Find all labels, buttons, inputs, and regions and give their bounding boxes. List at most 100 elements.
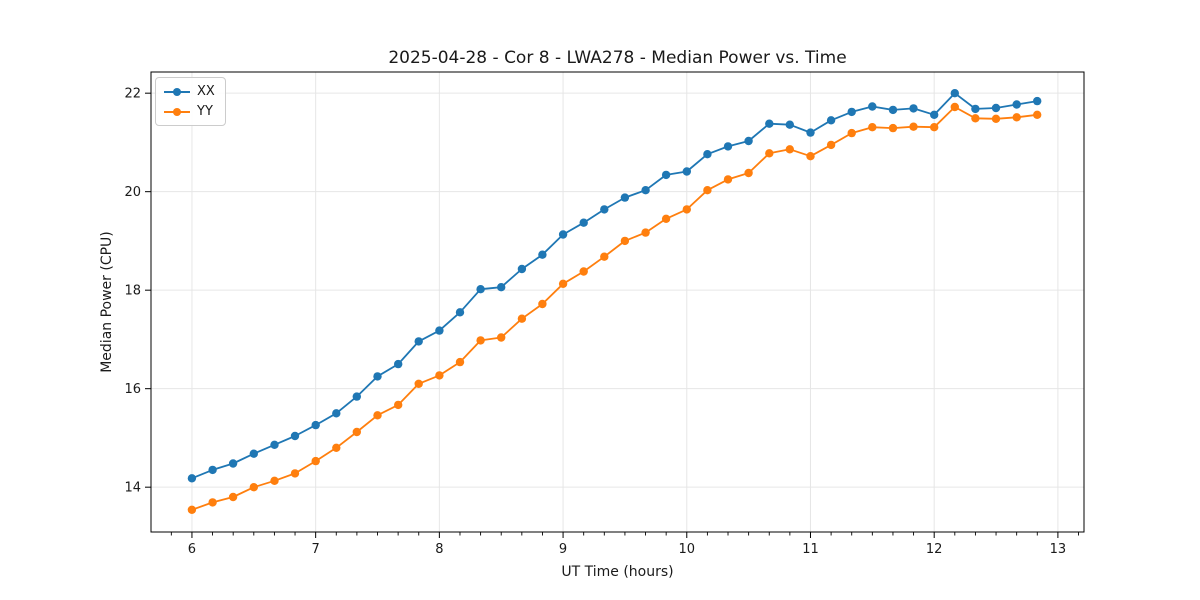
series-yy-marker: [641, 228, 650, 237]
series-yy-marker: [765, 149, 774, 158]
series-xx-marker: [620, 193, 630, 202]
series-yy-marker: [847, 128, 856, 138]
legend-dot-icon: [173, 87, 181, 96]
series-yy-marker: [311, 456, 320, 466]
series-xx-marker: [249, 449, 258, 458]
series-xx-marker: [414, 337, 423, 346]
series-xx-marker: [1012, 100, 1021, 109]
series-xx-marker: [826, 116, 836, 125]
y-axis-label: Median Power (CPU): [99, 231, 115, 373]
series-xx-marker: [579, 218, 588, 227]
y-tick-label: 20: [124, 185, 141, 200]
series-xx-marker: [950, 89, 959, 98]
series-xx-marker: [455, 308, 465, 317]
legend-item-xx: XX: [164, 83, 215, 100]
series-xx-marker: [270, 440, 279, 449]
series-yy-marker: [909, 122, 918, 131]
series-yy-marker: [703, 186, 712, 195]
series-xx-marker: [600, 205, 609, 214]
series-yy-marker: [579, 267, 588, 276]
series-yy-marker: [270, 476, 279, 485]
x-tick-label: 8: [435, 542, 443, 557]
series-yy-marker: [476, 336, 485, 345]
series-yy-marker: [600, 252, 609, 261]
series-yy-marker: [187, 505, 197, 514]
series-xx-marker: [888, 105, 898, 115]
series-xx-marker: [991, 103, 1001, 113]
series-yy-marker: [538, 299, 547, 309]
series-xx-marker: [187, 474, 197, 483]
y-tick-label: 22: [124, 87, 141, 102]
series-xx-marker: [435, 326, 444, 335]
series-xx-marker: [930, 110, 939, 120]
y-tick-label: 18: [124, 284, 141, 299]
series-yy-marker: [723, 175, 733, 184]
series-xx-marker: [723, 142, 733, 151]
series-yy-marker: [352, 427, 361, 437]
series-xx-marker: [744, 136, 753, 146]
series-yy-marker: [971, 114, 980, 123]
series-xx-marker: [806, 128, 815, 137]
series-xx-marker: [497, 283, 506, 292]
series-yy-marker: [868, 123, 877, 132]
series-yy-marker: [826, 140, 836, 150]
legend-item-yy: YY: [164, 103, 215, 120]
plot-frame: [150, 71, 1085, 533]
y-tick-label: 14: [124, 481, 141, 496]
legend: XX YY: [155, 77, 226, 126]
series-yy-marker: [950, 102, 959, 112]
legend-label-xx: XX: [197, 84, 215, 99]
series-yy-marker: [785, 145, 794, 154]
series-yy-marker: [558, 279, 568, 288]
series-yy-marker: [290, 469, 300, 478]
series-xx-marker: [847, 107, 856, 117]
series-xx-marker: [476, 285, 485, 294]
x-tick-label: 7: [312, 542, 320, 557]
series-xx-marker: [290, 431, 300, 441]
series-yy-marker: [930, 123, 939, 132]
series-yy-marker: [620, 236, 630, 246]
series-yy-marker: [517, 314, 527, 323]
series-yy-marker: [414, 379, 423, 388]
legend-line-marker-sample: [164, 107, 190, 116]
series-yy-marker: [228, 492, 238, 502]
series-yy-marker: [1012, 113, 1021, 122]
x-tick-label: 9: [559, 542, 567, 557]
series-yy-marker: [208, 498, 217, 507]
series-yy-marker: [991, 114, 1001, 124]
series-xx-marker: [909, 104, 918, 113]
series-xx-marker: [373, 372, 382, 381]
series-xx-marker: [558, 230, 568, 239]
series-xx-marker: [703, 150, 712, 159]
series-yy-marker: [661, 214, 671, 223]
series-yy-marker: [744, 168, 753, 178]
series-xx-marker: [682, 167, 691, 176]
series-yy-marker: [455, 357, 465, 367]
series-yy-line: [191, 106, 1039, 511]
series-yy-marker: [682, 205, 691, 214]
series-xx-marker: [971, 104, 980, 114]
series-xx-line: [191, 92, 1039, 480]
series-xx-marker: [228, 459, 238, 468]
series-yy-marker: [435, 371, 444, 380]
series-yy-marker: [806, 152, 815, 161]
x-tick-label: 10: [679, 542, 696, 557]
legend-label-yy: YY: [197, 104, 213, 119]
series-xx-marker: [208, 465, 217, 475]
x-tick-label: 11: [802, 542, 819, 557]
y-tick-label: 16: [124, 382, 141, 397]
legend-line-marker-sample: [164, 87, 190, 96]
series-xx-marker: [785, 120, 794, 129]
series-xx-marker: [352, 392, 361, 401]
legend-dot-icon: [173, 107, 181, 116]
x-tick-label: 12: [926, 542, 943, 557]
chart-title: 2025-04-28 - Cor 8 - LWA278 - Median Pow…: [388, 48, 847, 68]
series-xx-marker: [661, 170, 671, 180]
series-yy-marker: [394, 400, 403, 410]
series-xx-marker: [641, 186, 650, 195]
series-xx-marker: [394, 359, 403, 369]
series-xx-marker: [517, 264, 527, 274]
series-yy-marker: [497, 333, 506, 342]
